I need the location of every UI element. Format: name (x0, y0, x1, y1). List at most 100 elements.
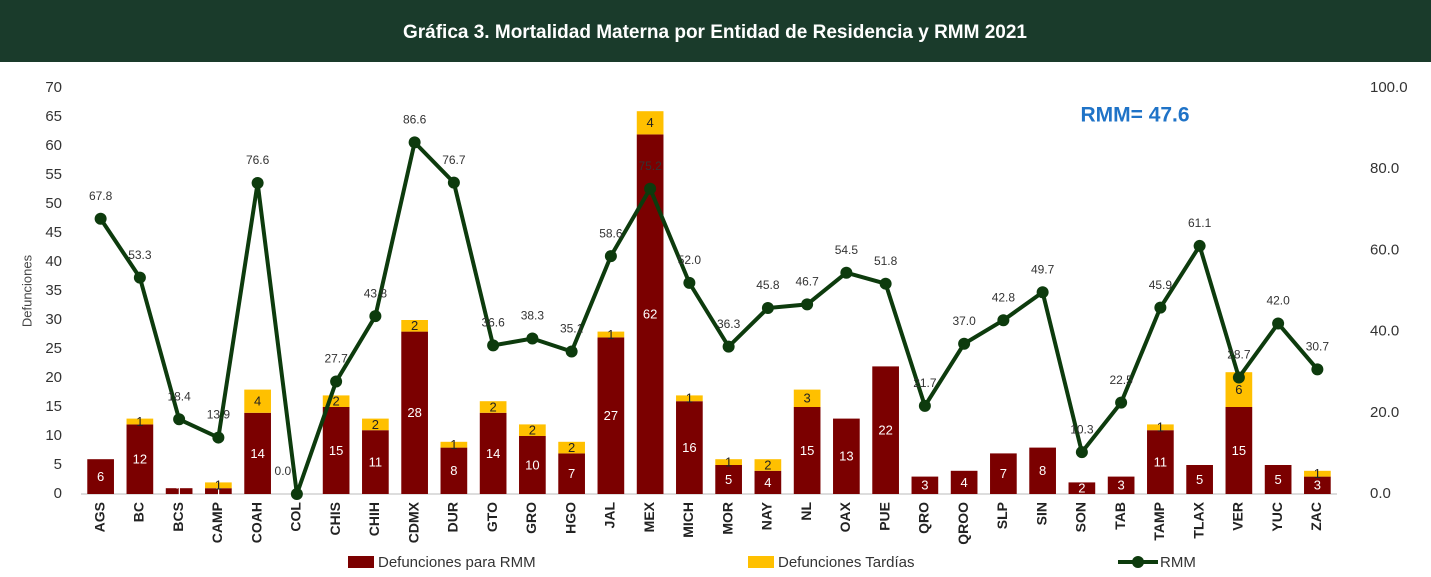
data-label: 15 (800, 443, 814, 458)
data-label: 2 (411, 318, 418, 333)
line-marker (1232, 371, 1245, 384)
legend-label: Defunciones Tardías (778, 554, 914, 571)
x-tick-label: QRO (916, 502, 932, 534)
x-tick-label: GTO (484, 502, 500, 532)
bar (126, 424, 154, 494)
y-tick-label: 70 (45, 79, 62, 96)
legend-swatch (348, 556, 374, 568)
data-label: 14 (486, 446, 500, 461)
bar (244, 412, 271, 494)
data-label: 5 (1196, 472, 1203, 487)
x-tick-label: DUR (445, 502, 461, 532)
bar (558, 441, 585, 454)
data-label: 62 (643, 307, 657, 322)
y-tick-label: 50 (45, 195, 62, 212)
line-label: 37.0 (952, 314, 976, 328)
bar (322, 407, 350, 494)
x-tick-label: CHIS (327, 502, 343, 535)
title-bar (0, 0, 1431, 62)
y2-tick-label: 100.0 (1370, 79, 1408, 96)
line-label: 28.7 (1227, 348, 1251, 362)
line-label: 45.8 (756, 278, 780, 292)
line-marker (879, 277, 892, 290)
line-marker (487, 339, 500, 352)
bar (401, 320, 428, 332)
line-label: 49.7 (1031, 262, 1055, 276)
line-label: 30.7 (1306, 340, 1330, 354)
x-tick-label: BC (131, 502, 147, 522)
bar (676, 395, 703, 402)
line-label: 38.3 (521, 309, 545, 323)
bar (479, 412, 507, 494)
data-label: 13 (839, 449, 853, 464)
line-label: 18.4 (167, 389, 191, 403)
bar (911, 476, 939, 494)
line-label: 46.7 (795, 275, 819, 289)
bar (1107, 476, 1135, 494)
data-label: 2 (333, 394, 340, 409)
bar (754, 470, 782, 494)
x-tick-label: MEX (641, 501, 657, 532)
bar (558, 453, 585, 494)
x-tick-label: ZAC (1308, 502, 1324, 531)
line-marker (918, 399, 931, 412)
data-label: 1 (1314, 466, 1321, 481)
y-tick-label: 60 (45, 137, 62, 154)
y-tick-label: 5 (54, 456, 62, 473)
line-marker (1193, 239, 1206, 252)
bar (401, 331, 428, 494)
y-tick-label: 40 (45, 253, 62, 270)
data-label: 3 (921, 478, 928, 493)
data-label: 5 (1275, 472, 1282, 487)
line (98, 138, 1319, 495)
bar (126, 418, 154, 425)
bar (754, 459, 782, 471)
data-label: 16 (682, 440, 696, 455)
data-label: 1 (1157, 420, 1164, 435)
line-label: 42.0 (1266, 294, 1290, 308)
data-label: 2 (1078, 481, 1085, 496)
data-label: 11 (369, 455, 383, 470)
x-tick-label: SIN (1033, 502, 1049, 525)
line-marker (761, 302, 774, 315)
line-label: 0.0 (275, 464, 292, 478)
line-label: 27.7 (324, 352, 348, 366)
line-marker (997, 314, 1010, 327)
x-tick-label: CHIH (366, 502, 382, 536)
x-tick-label: MOR (719, 502, 735, 535)
x-tick-label: CAMP (209, 502, 225, 543)
y-tick-label: 0 (54, 485, 62, 502)
bar (597, 331, 625, 338)
line-label: 86.6 (403, 113, 427, 127)
data-label: 15 (1232, 443, 1246, 458)
line-label: 35.1 (560, 322, 584, 336)
data-label: 1 (215, 478, 222, 493)
line-marker (1311, 363, 1324, 376)
bar (793, 407, 821, 494)
x-tick-label: YUC (1269, 502, 1285, 532)
bar (244, 389, 271, 413)
y2-tick-label: 60.0 (1370, 241, 1399, 258)
legend-swatch (748, 556, 774, 568)
annotation: RMM= 47.6 (1080, 104, 1189, 127)
bar (322, 395, 350, 407)
bar (519, 424, 546, 436)
x-tick-label: NL (798, 502, 814, 521)
line-label: 22.5 (1109, 373, 1133, 387)
data-label: 4 (254, 394, 261, 409)
line-label: 10.3 (1070, 422, 1094, 436)
line-marker (251, 177, 264, 190)
x-tick-label: TLAX (1190, 501, 1206, 538)
line-label: 45.9 (1149, 278, 1173, 292)
line-marker (526, 332, 539, 345)
line-marker (958, 337, 971, 350)
data-label: 4 (647, 115, 654, 130)
bar (205, 488, 232, 494)
bar (597, 337, 625, 494)
bar (440, 441, 468, 448)
data-label: 28 (407, 405, 421, 420)
x-tick-label: SON (1073, 502, 1089, 532)
line-marker (840, 266, 853, 279)
x-tick-label: AGS (91, 502, 107, 532)
x-tick-label: OAX (837, 501, 853, 532)
